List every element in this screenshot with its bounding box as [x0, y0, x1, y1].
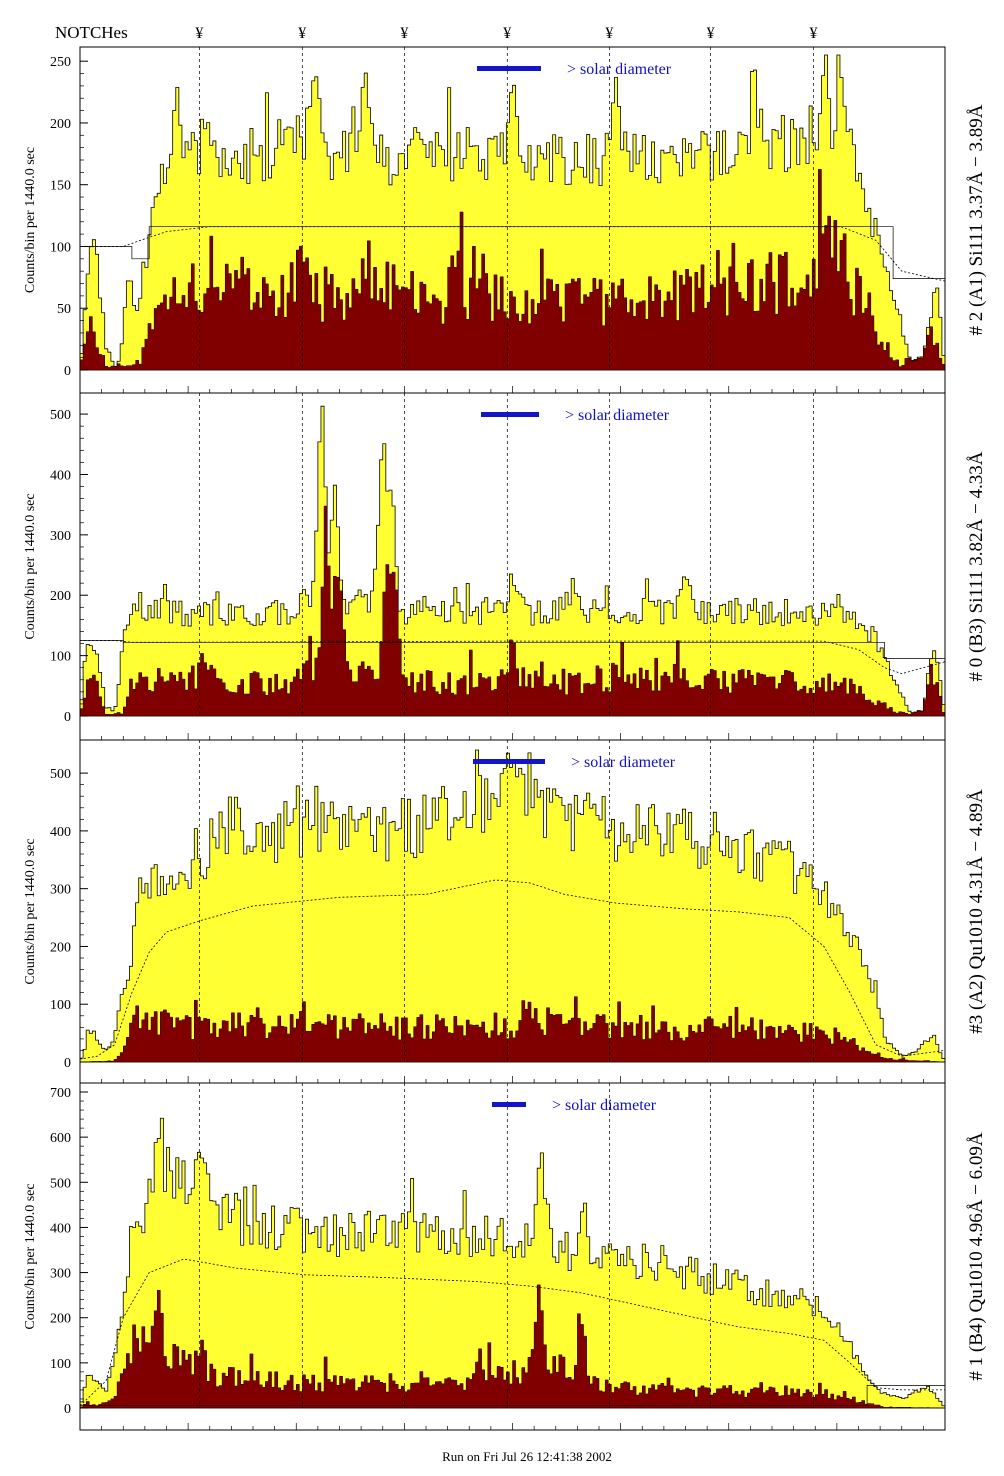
notch-marker-5: ¥	[605, 25, 613, 42]
y-tick-label: 400	[50, 1221, 71, 1236]
legend-bar	[492, 1102, 526, 1107]
histogram-total-panel3	[79, 749, 946, 1063]
legend-text: > solar diameter	[565, 407, 670, 424]
model-curve-panel1	[80, 226, 946, 282]
legend-text: > solar diameter	[552, 1097, 657, 1114]
y-tick-label: 200	[50, 589, 71, 604]
y-tick-label: 100	[50, 650, 71, 665]
model-curve-panel4	[79, 1258, 945, 1406]
y-tick-label: 0	[64, 1402, 71, 1417]
legend-bar	[473, 759, 545, 764]
histogram-total-panel2	[79, 405, 946, 717]
y-tick-label: 500	[50, 767, 71, 782]
y-tick-label: 500	[50, 408, 71, 423]
legend-bar	[481, 412, 539, 417]
notch-marker-1: ¥	[195, 25, 203, 42]
legend-text: > solar diameter	[571, 754, 676, 771]
notches-header: NOTCHes ¥ ¥ ¥ ¥ ¥ ¥ ¥	[55, 23, 818, 42]
histogram-lower-panel3	[79, 996, 946, 1063]
run-timestamp: Run on Fri Jul 26 12:41:38 2002	[442, 1449, 612, 1464]
histogram-total-panel4	[79, 1117, 946, 1409]
detector-label: # 2 (A1) Si111 3.37Å − 3.89Å	[966, 104, 987, 335]
y-tick-label: 0	[64, 1056, 71, 1071]
y-tick-label: 0	[64, 710, 71, 725]
y-tick-label: 500	[50, 1176, 71, 1191]
chart-panel4: 0 100 200 300 400 500 600 700 Counts/bin per 144…	[23, 1082, 987, 1431]
level-line-panel4	[80, 1385, 945, 1407]
y-tick-label: 50	[57, 302, 71, 317]
y-tick-label: 600	[50, 1131, 71, 1146]
chart-panel3: 0 100 200 300 400 500 Counts/bin per 1440.0 se…	[23, 739, 987, 1084]
detector-label: #3 (A2) Qu1010 4.31Å − 4.89Å	[966, 789, 987, 1034]
y-tick-label: 100	[50, 1357, 71, 1372]
histogram-lower-panel4	[79, 1284, 946, 1409]
y-tick-label: 700	[50, 1086, 71, 1101]
chart-panel2: 0 100 200 300 400 500 Counts/bin per 1440.0 se…	[23, 392, 987, 741]
histogram-lower-panel1	[79, 169, 946, 371]
y-tick-label: 200	[50, 117, 71, 132]
detector-label: # 0 (B3) Si111 3.82Å − 4.33Å	[966, 451, 987, 681]
notches-label: NOTCHes	[55, 23, 128, 42]
y-tick-label: 200	[50, 940, 71, 955]
notch-marker-2: ¥	[298, 25, 306, 42]
panels: 0 50 100 150 200 250 Counts/bin per 1440.0 sec…	[23, 46, 987, 1431]
y-axis-label: Counts/bin per 1440.0 sec	[23, 147, 38, 293]
y-tick-label: 200	[50, 1312, 71, 1327]
y-tick-label: 150	[50, 179, 71, 194]
y-axis-label: Counts/bin per 1440.0 sec	[23, 838, 38, 984]
notch-marker-3: ¥	[400, 25, 408, 42]
level-line-panel1	[80, 226, 945, 279]
detector-label: # 1 (B4) Qu1010 4.96Å − 6.09Å	[966, 1132, 987, 1380]
legend-text: > solar diameter	[567, 61, 672, 78]
y-tick-label: 300	[50, 529, 71, 544]
y-tick-label: 300	[50, 1267, 71, 1282]
model-curve-panel2	[80, 640, 946, 675]
y-tick-label: 400	[50, 825, 71, 840]
notch-marker-7: ¥	[810, 25, 818, 42]
level-line-panel2	[80, 640, 945, 659]
legend-bar	[477, 66, 541, 71]
y-axis-label: Counts/bin per 1440.0 sec	[23, 493, 38, 639]
y-tick-label: 250	[50, 55, 71, 70]
notch-marker-4: ¥	[503, 25, 511, 42]
y-axis-label: Counts/bin per 1440.0 sec	[23, 1183, 38, 1329]
y-tick-label: 400	[50, 468, 71, 483]
histogram-lower-panel2	[79, 505, 946, 717]
y-tick-label: 300	[50, 883, 71, 898]
chart-panel1: 0 50 100 150 200 250 Counts/bin per 1440.0 sec…	[23, 46, 987, 394]
y-tick-label: 100	[50, 240, 71, 255]
y-tick-label: 0	[64, 364, 71, 379]
notch-marker-6: ¥	[707, 25, 715, 42]
y-tick-label: 100	[50, 998, 71, 1013]
